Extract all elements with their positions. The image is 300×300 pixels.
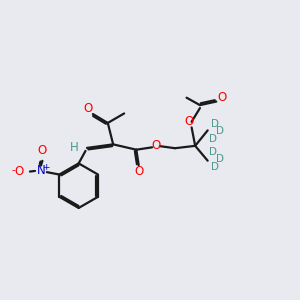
Text: D: D	[211, 162, 219, 172]
Text: -: -	[11, 165, 15, 175]
Text: O: O	[83, 102, 92, 115]
Text: O: O	[151, 139, 160, 152]
Text: D: D	[209, 134, 217, 144]
Text: D: D	[211, 119, 219, 129]
Text: H: H	[70, 141, 79, 154]
Text: D: D	[215, 126, 223, 136]
Text: O: O	[38, 144, 47, 157]
Text: D: D	[209, 147, 217, 158]
Text: +: +	[42, 163, 50, 172]
Text: O: O	[14, 165, 24, 178]
Text: O: O	[218, 92, 227, 104]
Text: O: O	[184, 115, 193, 128]
Text: N: N	[37, 164, 45, 178]
Text: D: D	[215, 154, 223, 164]
Text: O: O	[134, 165, 143, 178]
